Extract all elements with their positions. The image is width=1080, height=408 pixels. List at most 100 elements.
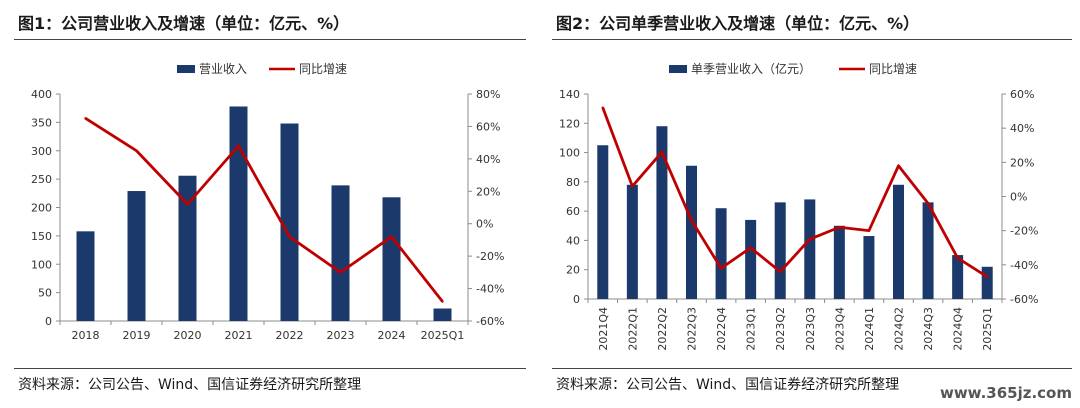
bar [686, 165, 697, 299]
bar [382, 197, 401, 321]
growth-point [719, 267, 723, 270]
y-left-tick-label: 20 [566, 264, 580, 277]
y-left-tick-label: 300 [31, 145, 52, 158]
bar [280, 123, 299, 321]
x-tick-label: 2018 [72, 329, 100, 342]
source-note: 资料来源：公司公告、Wind、国信证券经济研究所整理 [18, 377, 362, 393]
growth-point [601, 106, 604, 109]
x-tick-label: 2024Q2 [893, 307, 906, 351]
legend-line-label: 同比增速 [869, 62, 917, 76]
y-left-tick-label: 100 [559, 147, 580, 160]
growth-point [956, 256, 959, 260]
x-tick-label: 2024Q3 [922, 307, 935, 351]
x-tick-label: 2022Q1 [626, 307, 639, 351]
y-right-tick-label: -60% [476, 315, 504, 328]
growth-point [749, 246, 752, 249]
growth-point [926, 202, 930, 205]
bar [745, 219, 757, 299]
y-right-tick-label: 60% [1010, 88, 1034, 101]
y-right-tick-label: 20% [1010, 156, 1034, 169]
growth-line [84, 117, 444, 303]
bar [127, 191, 146, 321]
bar [893, 184, 904, 299]
y-left-tick-label: 200 [31, 202, 52, 215]
y-right-tick-label: -20% [1010, 225, 1038, 238]
title-rule [552, 39, 1072, 40]
x-tick-label: 2025Q1 [421, 329, 465, 342]
x-tick-label: 2024Q4 [952, 307, 965, 351]
x-tick-label: 2025Q1 [981, 307, 994, 351]
y-left-tick-label: 40 [566, 234, 580, 247]
x-tick-label: 2022Q4 [715, 307, 728, 351]
y-right-tick-label: 40% [1010, 122, 1034, 135]
x-tick-label: 2024Q1 [863, 307, 876, 351]
x-tick-label: 2023 [327, 329, 355, 342]
growth-point [986, 275, 989, 278]
x-tick-label: 2021Q4 [597, 307, 610, 351]
bar [863, 236, 875, 299]
legend-bar-label: 单季营业收入（亿元） [691, 61, 811, 76]
watermark: www.365jz.com [939, 384, 1072, 402]
y-left-tick-label: 120 [559, 117, 580, 130]
bar [774, 202, 786, 299]
bar [981, 266, 993, 299]
y-left-tick-label: 250 [31, 173, 52, 186]
bar [331, 185, 350, 321]
growth-point [135, 149, 138, 152]
bar [626, 184, 638, 299]
bar [178, 175, 197, 321]
y-right-tick-label: -40% [476, 283, 504, 296]
legend-bar-swatch [177, 65, 195, 73]
growth-point [84, 117, 87, 120]
x-tick-label: 2023Q3 [804, 307, 817, 351]
chart-panel-quarterly: 图2：公司单季营业收入及增速（单位：亿元、%） 单季营业收入（亿元） 同比增速 0 2… [538, 0, 1080, 408]
y-right-tick-label: 0% [476, 218, 493, 231]
growth-point [288, 235, 291, 238]
y-right-tick-label: -60% [1010, 293, 1038, 306]
growth-point [808, 238, 811, 241]
growth-point [779, 270, 782, 273]
y-left-tick-label: 60 [566, 205, 580, 218]
legend-line-label: 同比增速 [299, 62, 347, 76]
bar [922, 202, 934, 299]
quarterly-chart: 单季营业收入（亿元） 同比增速 0 20 40 60 80 100 120 140 -60% -40%… [559, 61, 1038, 351]
growth-point [631, 185, 634, 188]
growth-point [690, 219, 693, 222]
y-right-tick-label: 40% [476, 153, 500, 166]
y-left-tick-label: 400 [31, 88, 52, 101]
y-right-tick-label: -20% [476, 250, 504, 263]
chart-title: 图1：公司营业收入及增速（单位：亿元、%） [18, 14, 350, 33]
bar [804, 199, 816, 299]
legend-bar-swatch [669, 65, 687, 73]
x-tick-label: 2024 [378, 329, 406, 342]
growth-point [838, 226, 841, 229]
y-left-tick-label: 100 [31, 258, 52, 271]
bar [76, 231, 95, 321]
chart-panel-revenue: 图1：公司营业收入及增速（单位：亿元、%） 营业收入 同比增速 0 50 100 150 2… [0, 0, 534, 408]
x-tick-label: 2022 [276, 329, 304, 342]
x-tick-label: 2023Q2 [774, 307, 787, 351]
source-rule [14, 368, 526, 369]
y-left-tick-label: 350 [31, 116, 52, 129]
revenue-chart: 营业收入 同比增速 0 50 100 150 200 250 300 350 400 -60% -40%… [31, 62, 504, 342]
growth-point [867, 229, 871, 232]
growth-line [601, 107, 988, 278]
y-left-tick-label: 0 [573, 293, 580, 306]
growth-point [390, 235, 393, 238]
y-left-tick-label: 50 [38, 287, 52, 300]
x-tick-label: 2023Q4 [833, 307, 846, 351]
x-tick-label: 2021 [225, 329, 253, 342]
y-right-tick-label: 0% [1010, 191, 1027, 204]
bar [656, 126, 668, 299]
bar [952, 255, 964, 299]
growth-point [441, 300, 444, 303]
bar [715, 208, 727, 299]
y-right-tick-label: -40% [1010, 259, 1038, 272]
bar [597, 145, 609, 299]
y-left-tick-label: 80 [566, 176, 580, 189]
growth-point [897, 164, 900, 167]
bar [229, 106, 248, 321]
growth-point [339, 271, 342, 274]
y-right-tick-label: 60% [476, 120, 500, 133]
x-tick-label: 2023Q1 [745, 307, 758, 351]
